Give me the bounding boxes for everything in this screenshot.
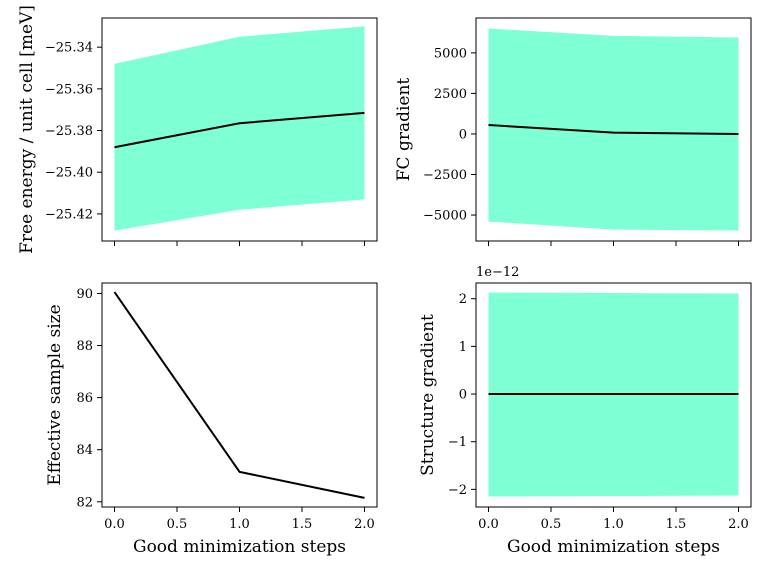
series-line: [114, 111, 365, 149]
y-tick-label: 0: [459, 127, 467, 142]
y-tick-label: 5000: [434, 46, 467, 61]
panel-top-left: −25.42 −25.40 −25.38 −25.36 −25.34 Free energ…: [17, 5, 378, 254]
y-tick-label: 0: [459, 388, 467, 403]
y-axis-label: Effective sample size: [45, 304, 65, 485]
panel-top-right: −5000 −2500 0 2500 5000 FC gradient: [394, 17, 752, 246]
x-tick-label: 1.5: [292, 517, 313, 532]
confidence-band: [488, 28, 739, 231]
series-line: [113, 291, 365, 499]
x-tick-label: 1.0: [603, 517, 624, 532]
y-tick-label: −25.38: [45, 124, 93, 139]
x-tick-label: 2.0: [728, 517, 749, 532]
y-tick-label: 86: [76, 391, 93, 406]
panel-bottom-left: 0.0 0.5 1.0 1.5 2.0 82 84 86 88 90 Effective sampl…: [45, 282, 378, 557]
y-axis-label: Free energy / unit cell [meV]: [17, 5, 37, 254]
y-tick-label: −25.36: [45, 82, 93, 97]
y-tick-label: −25.42: [45, 207, 93, 222]
y-tick-label: −2500: [423, 168, 467, 183]
x-tick-label: 0.0: [104, 517, 125, 532]
y-axis-label: FC gradient: [394, 78, 414, 182]
y-tick-label: −25.40: [45, 166, 93, 181]
y-tick-label: −25.34: [45, 41, 93, 56]
x-tick-label: 0.5: [541, 517, 562, 532]
x-tick-label: 1.5: [666, 517, 687, 532]
y-tick-label: −2: [448, 483, 467, 498]
panel-bottom-right: 0.0 0.5 1.0 1.5 2.0 −2 −1 0 1 2 Structure gradient…: [418, 265, 752, 557]
y-tick-label: 88: [76, 339, 93, 354]
y-tick-label: −1: [448, 435, 467, 450]
y-tick-label: 82: [76, 495, 93, 510]
y-tick-label: −5000: [423, 209, 467, 224]
x-tick-label: 0.0: [478, 517, 499, 532]
x-tick-label: 0.5: [167, 517, 188, 532]
offset-label: 1e−12: [476, 265, 519, 280]
y-tick-label: 2: [459, 292, 467, 307]
x-tick-label: 2.0: [354, 517, 375, 532]
y-axis-label: Structure gradient: [418, 314, 438, 476]
x-axis-label: Good minimization steps: [133, 537, 346, 557]
x-axis-label: Good minimization steps: [507, 537, 720, 557]
y-tick-label: 84: [76, 443, 93, 458]
x-tick-label: 1.0: [229, 517, 250, 532]
confidence-band: [114, 26, 365, 231]
series-line: [488, 124, 739, 135]
y-tick-label: 2500: [434, 87, 467, 102]
y-tick-label: 1: [459, 340, 467, 355]
y-tick-label: 90: [76, 287, 93, 302]
